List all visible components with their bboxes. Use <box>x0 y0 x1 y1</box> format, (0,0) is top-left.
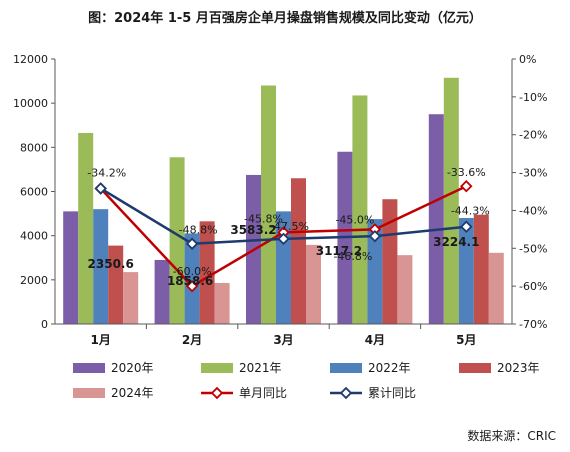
bar-2024年 <box>397 255 413 324</box>
bar-2020年 <box>63 211 79 324</box>
left-axis-tick-label: 12000 <box>13 53 48 66</box>
legend-label: 单月同比 <box>239 386 287 400</box>
right-axis-tick-label: -30% <box>519 167 547 180</box>
chart-title: 图：2024年 1-5 月百强房企单月操盘销售规模及同比变动（亿元） <box>88 10 482 26</box>
legend-swatch <box>330 363 362 373</box>
line-data-label: -44.3% <box>451 205 490 218</box>
legend-label: 2021年 <box>239 361 282 375</box>
line-marker-累计同比 <box>277 232 290 246</box>
x-axis-tick-label: 1月 <box>91 333 111 347</box>
right-axis-tick-label: -70% <box>519 318 547 331</box>
bar-2022年 <box>458 218 474 324</box>
right-axis-tick-label: -40% <box>519 204 547 217</box>
legend-label: 2023年 <box>497 361 540 375</box>
bar-2023年 <box>199 221 215 324</box>
legend-marker <box>339 386 353 400</box>
right-axis-tick-label: -10% <box>519 91 547 104</box>
line-data-label: -47.5% <box>270 220 309 233</box>
left-axis-tick-label: 4000 <box>20 230 48 243</box>
legend-label: 2024年 <box>111 386 154 400</box>
bar-2024年 <box>306 244 321 324</box>
bar-2021年 <box>261 85 276 324</box>
left-axis-tick-label: 2000 <box>20 274 48 287</box>
legend-label: 2020年 <box>111 361 154 375</box>
legend-item: 2020年 <box>73 361 154 375</box>
bar-2024年 <box>123 272 139 324</box>
bar-2020年 <box>428 114 444 324</box>
bar-2021年 <box>78 132 94 324</box>
axis-layer: 0 2000 4000 6000 8000 10000 12000 -70% -60% -50% -… <box>13 53 547 347</box>
x-axis-tick-label: 3月 <box>273 333 293 347</box>
left-axis-tick-label: 6000 <box>20 186 48 199</box>
bar-data-label: 3224.1 <box>433 235 479 249</box>
bar-data-label: 3583.2 <box>230 223 276 237</box>
legend-item: 累计同比 <box>330 386 416 400</box>
bar-2021年 <box>352 95 368 324</box>
bar-data-label: 1858.6 <box>167 274 213 288</box>
bar-data-label: 2350.6 <box>88 257 134 271</box>
line-marker-单月同比 <box>185 279 199 293</box>
bar-2021年 <box>169 157 185 324</box>
bar-2024年 <box>488 252 504 324</box>
legend-swatch <box>459 363 491 373</box>
line-data-label: -45.8% <box>244 212 283 225</box>
legend-label: 累计同比 <box>368 386 416 400</box>
line-data-label: -60.0% <box>173 265 212 278</box>
x-axis-tick-label: 2月 <box>182 333 202 347</box>
line-marker-累计同比 <box>460 220 473 233</box>
bar-2024年 <box>214 282 230 324</box>
legend-item: 2024年 <box>73 386 154 400</box>
line-data-label: -46.8% <box>333 250 372 263</box>
legend: 2020年 2021年 2022年 2023年 2024年 单月同比 累计同比 <box>73 361 540 400</box>
bar-2023年 <box>108 245 124 324</box>
line-marker-累计同比 <box>185 237 199 250</box>
bar-layer <box>63 77 504 324</box>
source-note: 数据来源：CRIC <box>467 428 556 443</box>
legend-item: 2021年 <box>201 361 282 375</box>
bar-2022年 <box>93 209 109 324</box>
right-axis-tick-label: -50% <box>519 242 547 255</box>
legend-item: 2022年 <box>330 361 411 375</box>
line-marker-单月同比 <box>277 226 290 239</box>
legend-item: 2023年 <box>459 361 540 375</box>
legend-swatch <box>73 363 105 373</box>
line-data-label: -45.0% <box>335 213 374 226</box>
line-marker-单月同比 <box>368 223 382 236</box>
bar-2020年 <box>154 259 170 324</box>
line-marker-单月同比 <box>460 179 473 193</box>
bar-2022年 <box>184 233 200 324</box>
legend-swatch <box>201 363 233 373</box>
x-axis-tick-label: 4月 <box>365 333 385 347</box>
bar-data-label: 3117.2 <box>316 244 362 258</box>
line-marker-累计同比 <box>94 182 107 195</box>
line-data-label: -33.6% <box>447 166 486 179</box>
line-marker-累计同比 <box>368 229 382 243</box>
right-axis-tick-label: -60% <box>519 280 547 293</box>
legend-swatch <box>73 388 105 398</box>
left-axis-tick-label: 8000 <box>20 141 48 154</box>
left-axis-tick-label: 10000 <box>13 97 48 110</box>
legend-item: 单月同比 <box>201 386 287 400</box>
line-data-label: -48.8% <box>179 224 218 237</box>
legend-marker <box>210 386 224 400</box>
left-axis-tick-label: 0 <box>41 318 48 331</box>
bar-2021年 <box>443 77 459 324</box>
line-layer <box>94 179 473 293</box>
bar-2023年 <box>473 214 489 324</box>
right-axis-tick-label: -20% <box>519 129 547 142</box>
legend-label: 2022年 <box>368 361 411 375</box>
bar-2023年 <box>291 178 306 324</box>
data-label-layer: -60.0% -45.8% -45.0% -33.6% -34.2% -48.8% -47.… <box>87 166 490 288</box>
x-axis-tick-label: 5月 <box>456 333 476 347</box>
bar-2023年 <box>382 199 398 324</box>
line-data-label: -34.2% <box>87 166 126 179</box>
right-axis-tick-label: 0% <box>519 53 536 66</box>
bar-2022年 <box>367 219 383 324</box>
